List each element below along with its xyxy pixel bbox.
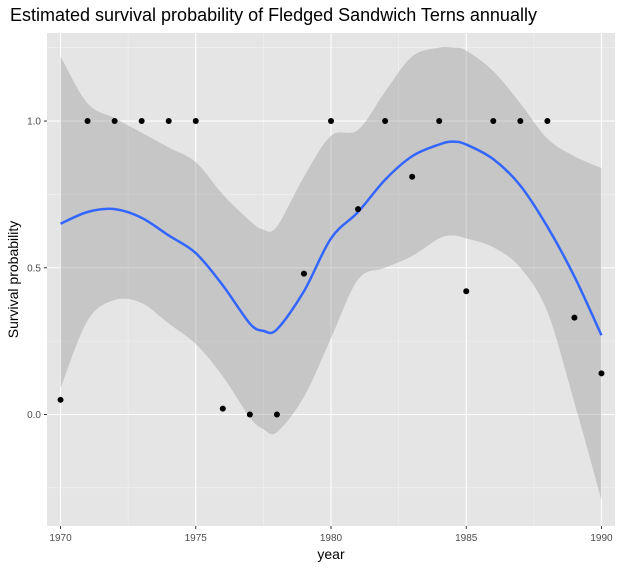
y-axis-ticks: 0.0 0.5 1.0 [27, 117, 47, 421]
data-point [571, 314, 578, 321]
data-point [273, 411, 280, 418]
data-point [138, 118, 145, 125]
data-point [84, 118, 91, 125]
y-tick-label: 0.5 [27, 263, 41, 274]
data-point [328, 118, 334, 125]
chart-title: Estimated survival probability of Fledge… [10, 5, 537, 25]
x-tick-label: 1980 [320, 533, 343, 544]
y-tick-label: 0.0 [27, 410, 41, 421]
data-points [57, 118, 605, 418]
data-point [165, 118, 172, 125]
data-point [219, 405, 226, 412]
confidence-ribbon [60, 46, 602, 500]
data-point [300, 270, 307, 277]
x-axis-ticks: 1970 1975 1980 1985 1990 [49, 526, 613, 544]
data-point [463, 288, 470, 295]
x-tick-label: 1985 [455, 533, 478, 544]
data-point [111, 118, 118, 125]
data-point [246, 411, 253, 418]
data-point [598, 370, 605, 377]
x-tick-label: 1970 [49, 533, 72, 544]
data-point [192, 118, 199, 125]
data-point [490, 118, 497, 125]
x-tick-label: 1990 [590, 533, 613, 544]
data-point [436, 118, 443, 125]
y-tick-label: 1.0 [27, 117, 41, 128]
smooth-trend-line [60, 140, 603, 336]
x-tick-label: 1975 [185, 533, 208, 544]
data-point [517, 118, 524, 125]
data-point [355, 206, 362, 213]
x-axis-title: year [317, 546, 345, 562]
data-point [382, 118, 389, 125]
y-axis-title: Survival probability [5, 221, 21, 339]
data-point [57, 396, 64, 403]
data-point [409, 173, 416, 180]
data-point [544, 118, 551, 125]
